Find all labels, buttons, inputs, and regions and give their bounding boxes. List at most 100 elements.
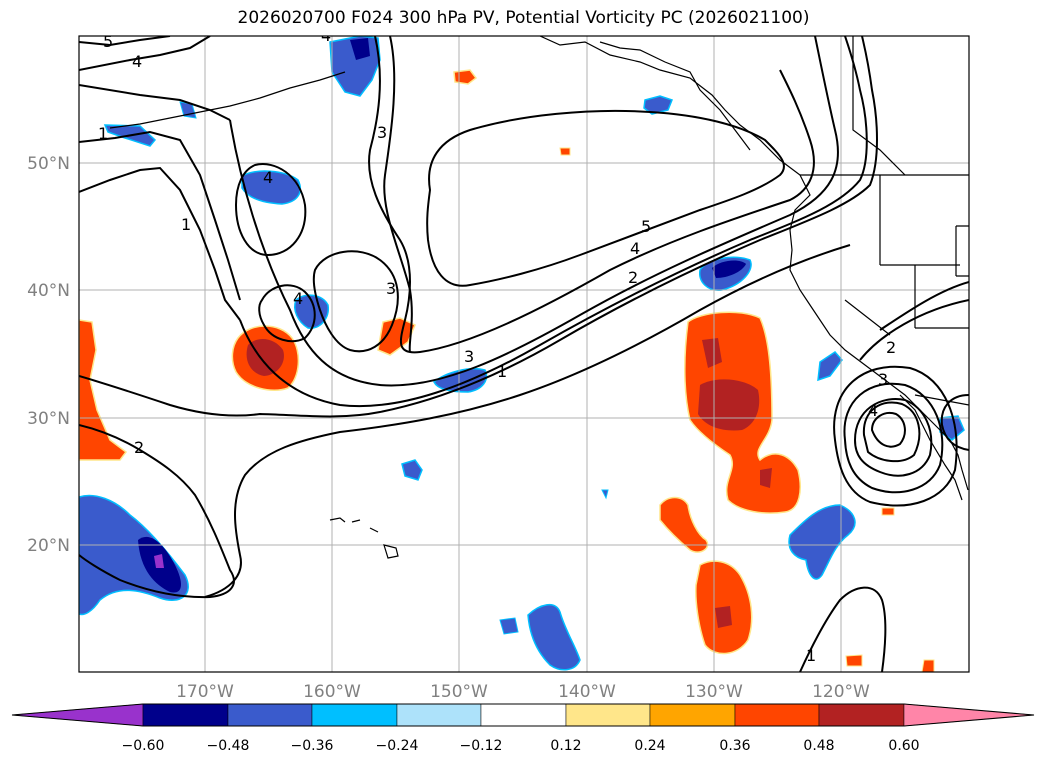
colorbar-segment <box>734 703 820 727</box>
contour-label: 2 <box>628 268 638 287</box>
anomaly-130w-core2 <box>702 338 722 368</box>
contour-label: 4 <box>263 168 273 187</box>
contour-5-north <box>79 36 171 47</box>
colorbar-segment <box>903 703 1035 727</box>
anomaly-131w-core <box>715 606 732 628</box>
contour-2-east <box>879 281 969 331</box>
map-title: 2026020700 F024 300 hPa PV, Potential Vo… <box>237 8 810 28</box>
contour-3-big <box>368 36 815 354</box>
contour-label: 1 <box>806 646 816 665</box>
anomaly-south-small <box>845 654 863 667</box>
colorbar-segment <box>11 703 144 727</box>
colorbar-segment <box>396 703 482 727</box>
colorbar-segment <box>649 703 736 727</box>
anomaly-north-2 <box>559 147 571 156</box>
aleutians <box>109 71 346 129</box>
contour-label: 2 <box>886 338 896 357</box>
anomaly-south-small2 <box>921 659 935 672</box>
colorbar-tick: 0.24 <box>634 738 665 754</box>
border-alaska-canada <box>852 36 906 176</box>
colorbar-outline <box>11 703 1035 727</box>
contour-label: 4 <box>132 52 142 71</box>
colorbar-tick: −0.60 <box>122 738 165 754</box>
contour-label: 4 <box>630 239 640 258</box>
contour-label: 5 <box>641 217 651 236</box>
contour-low-ring-3 <box>833 365 958 507</box>
contour-label: 3 <box>377 123 387 142</box>
anomaly-162w-38n <box>294 294 329 329</box>
contour-1-east <box>859 299 969 361</box>
colorbar-segment <box>311 703 398 727</box>
plot-frame <box>78 35 970 673</box>
anomaly-160w-48n <box>241 170 302 205</box>
contour-5-inner <box>426 109 785 287</box>
contour-label: 4 <box>321 26 331 45</box>
contour-3-north <box>79 84 231 121</box>
anomaly-154w-27n <box>401 459 423 481</box>
border-states <box>844 175 969 336</box>
lon-label: 140°W <box>558 682 616 702</box>
lat-label: 30°N <box>27 409 70 429</box>
coast-baja <box>899 394 963 501</box>
anomaly-130w-core <box>698 379 760 431</box>
contour-label-group: 5 4 1 3 4 4 1 3 4 3 1 2 5 4 2 2 3 4 1 <box>98 26 896 665</box>
colorbar-tick: −0.24 <box>376 738 419 754</box>
contour-ring-east-edge <box>940 394 969 451</box>
contour-low-ring-5 <box>862 401 921 463</box>
contour-label: 1 <box>181 215 191 234</box>
contour-4-ring <box>258 284 316 343</box>
contour-4-mid <box>383 36 413 353</box>
colorbar: −0.60 −0.48 −0.36 −0.24 −0.12 0.12 0.24 … <box>11 703 1035 754</box>
longitude-labels: 170°W 160°W 150°W 140°W 130°W 120°W <box>176 682 870 702</box>
anomaly-north-1 <box>453 69 478 85</box>
contour-1-south-big <box>204 244 851 598</box>
lon-label: 150°W <box>430 682 488 702</box>
anomaly-165w-core <box>246 338 284 376</box>
contour-label: 1 <box>497 362 507 381</box>
anomaly-small-3 <box>601 489 609 500</box>
colorbar-tick-labels: −0.60 −0.48 −0.36 −0.24 −0.12 0.12 0.24 … <box>122 738 920 754</box>
lon-label: 170°W <box>176 682 234 702</box>
anomaly-alaska-core <box>350 38 370 60</box>
anomaly-ca-coast <box>817 351 843 382</box>
contour-label: 4 <box>868 401 878 420</box>
contour-low-ring-2 <box>843 382 944 494</box>
contour-label: 3 <box>464 347 474 366</box>
contour-label: 5 <box>103 32 113 51</box>
contour-1-southeast <box>799 586 887 672</box>
contour-label: 2 <box>134 438 144 457</box>
colorbar-segment <box>142 703 229 727</box>
hawaii <box>329 517 399 559</box>
anomaly-120w-21n <box>788 504 856 580</box>
contour-low-ring-1 <box>853 398 933 477</box>
colorbar-tick: −0.12 <box>460 738 503 754</box>
contour-label: 3 <box>878 370 888 389</box>
anomaly-baja <box>881 507 895 516</box>
colorbar-tick: 0.60 <box>888 738 919 754</box>
anomaly-130w-core3 <box>760 468 772 488</box>
anomaly-126w-42n-core <box>712 260 746 278</box>
lon-label: 130°W <box>685 682 743 702</box>
lat-label: 50°N <box>27 154 70 174</box>
colorbar-tick: −0.36 <box>291 738 334 754</box>
contour-2-south <box>79 424 235 599</box>
colorbar-segment <box>818 703 905 727</box>
anomaly-small-2 <box>499 617 519 635</box>
colorbar-segment <box>227 703 313 727</box>
colorbar-segment <box>480 703 567 727</box>
gulf-islands <box>599 41 751 151</box>
anomaly-gulf-alaska <box>643 95 673 115</box>
contour-4-loop <box>234 163 307 257</box>
lat-label: 20°N <box>27 536 70 556</box>
contour-3-loop <box>312 250 399 353</box>
colorbar-tick: 0.12 <box>550 738 581 754</box>
pv-negative-anomalies <box>79 36 965 671</box>
colorbar-tick: −0.48 <box>207 738 250 754</box>
anomaly-135w <box>659 496 709 553</box>
contour-1-long <box>79 36 878 418</box>
colorbar-segment <box>565 703 651 727</box>
gridlines <box>79 36 969 672</box>
lon-label: 120°W <box>812 682 870 702</box>
contour-label: 1 <box>98 124 108 143</box>
